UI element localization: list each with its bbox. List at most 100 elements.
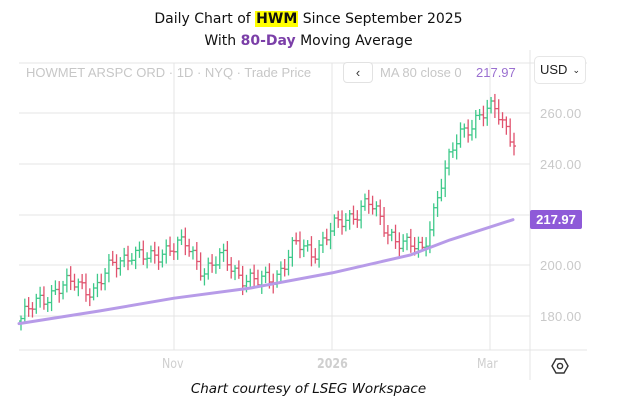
ohlc-bar [313,248,318,264]
ohlc-bar [194,242,199,270]
ohlc-bar [504,116,509,135]
ohlc-bar [477,108,482,120]
ohlc-bar [366,189,371,214]
chart-title-line2: With 80-Day Moving Average [0,33,617,49]
ohlc-bar [301,239,306,258]
title-text: With [204,33,241,49]
title-text: Since September 2025 [298,11,463,27]
y-tick: 260.00 [540,106,582,121]
ohlc-bar [87,288,92,307]
ohlc-bar [347,210,352,230]
ohlc-bar [447,148,452,176]
ohlc-bar [355,210,360,228]
ohlc-bar [53,280,58,296]
ohlc-bar [206,257,211,280]
ohlc-bar [114,254,119,278]
ohlc-bar [290,237,295,267]
ohlc-bar [378,199,383,226]
ohlc-bar [317,239,322,268]
ohlc-bar [49,285,54,312]
ohlc-bar [175,236,180,260]
ohlc-bar [210,254,215,273]
ohlc-bar [473,110,478,139]
ohlc-bar [294,232,299,245]
ohlc-bar [297,231,302,259]
ohlc-bar [286,249,291,276]
ohlc-bar [141,240,146,265]
ohlc-bar [500,112,505,129]
ohlc-bar [408,228,413,253]
ohlc-bar [397,232,402,258]
y-tick: 240.00 [540,157,582,172]
ohlc-bar [343,213,348,232]
ohlc-bar [420,236,425,251]
ohlc-bar [496,99,501,125]
currency-label: USD [540,62,568,77]
ohlc-bar [38,286,43,308]
ohlc-bar [133,246,138,270]
chart-credit: Chart courtesy of LSEG Workspace [190,381,427,397]
ohlc-bar [190,246,195,260]
ohlc-bar [236,260,241,279]
settings-gear-icon[interactable] [551,357,569,375]
ohlc-bar [492,93,497,119]
y-tick: 180.00 [540,309,582,324]
instrument-legend: HOWMET ARSPC ORD · 1D · NYQ · Trade Pric… [26,65,312,80]
ohlc-bar [469,119,474,141]
ohlc-bar [512,132,516,156]
ohlc-bar [152,241,157,264]
chart-title-line1: Daily Chart of HWM Since September 2025 [0,11,617,27]
x-tick: Nov [162,357,184,372]
ohlc-bar [126,245,131,271]
ohlc-bar [213,256,218,274]
ohlc-bar [278,261,283,284]
ohlc-bar [198,252,203,281]
ohlc-bar [91,283,96,301]
ohlc-bar [68,266,73,291]
ohlc-bar [221,243,226,262]
ohlc-bar [103,268,108,291]
ohlc-bar [462,123,467,138]
ohlc-bar [110,250,115,266]
ohlc-bar [439,178,444,202]
ohlc-bar [61,280,66,300]
ohlc-bar [458,122,463,148]
ohlc-bar [362,193,367,211]
ohlc-bar [80,273,85,290]
ohlc-bar [122,247,127,268]
ohlc-bar [359,200,364,229]
ma-legend-label: MA 80 close 0 [380,65,462,80]
ohlc-bar [309,236,314,267]
ohlc-bar [404,233,409,251]
ohlc-bar [99,273,104,291]
ohlc-bar [443,160,448,198]
ohlc-bar [171,243,176,261]
ohlc-bar [106,254,111,283]
ticker-highlight: HWM [255,11,299,27]
ohlc-bar [160,249,165,268]
y-tick: 200.00 [540,258,582,273]
ohlc-bar [22,298,27,324]
ohlc-bar [351,205,356,225]
ohlc-bars [19,93,516,331]
ohlc-bar [64,268,69,293]
ohlc-bar [401,234,406,252]
ohlc-bar [320,231,325,254]
ohlc-bar [129,253,134,265]
ohlc-bar [179,229,184,246]
ohlc-bar [305,240,310,252]
ohlc-bar [431,203,436,237]
ohlc-bar [385,224,390,245]
ohlc-bar [57,281,62,303]
collapse-legend-button[interactable]: ‹ [343,62,373,83]
ohlc-bar [183,227,188,256]
currency-dropdown[interactable]: USD ⌄ [534,56,586,84]
ohlc-bar [83,273,88,302]
ohlc-bar [164,239,169,264]
ohlc-bar [45,297,50,312]
ma-legend-value: 217.97 [476,65,516,80]
ohlc-bar [145,252,150,269]
ohlc-bar [41,286,46,310]
ohlc-bar [229,257,234,279]
